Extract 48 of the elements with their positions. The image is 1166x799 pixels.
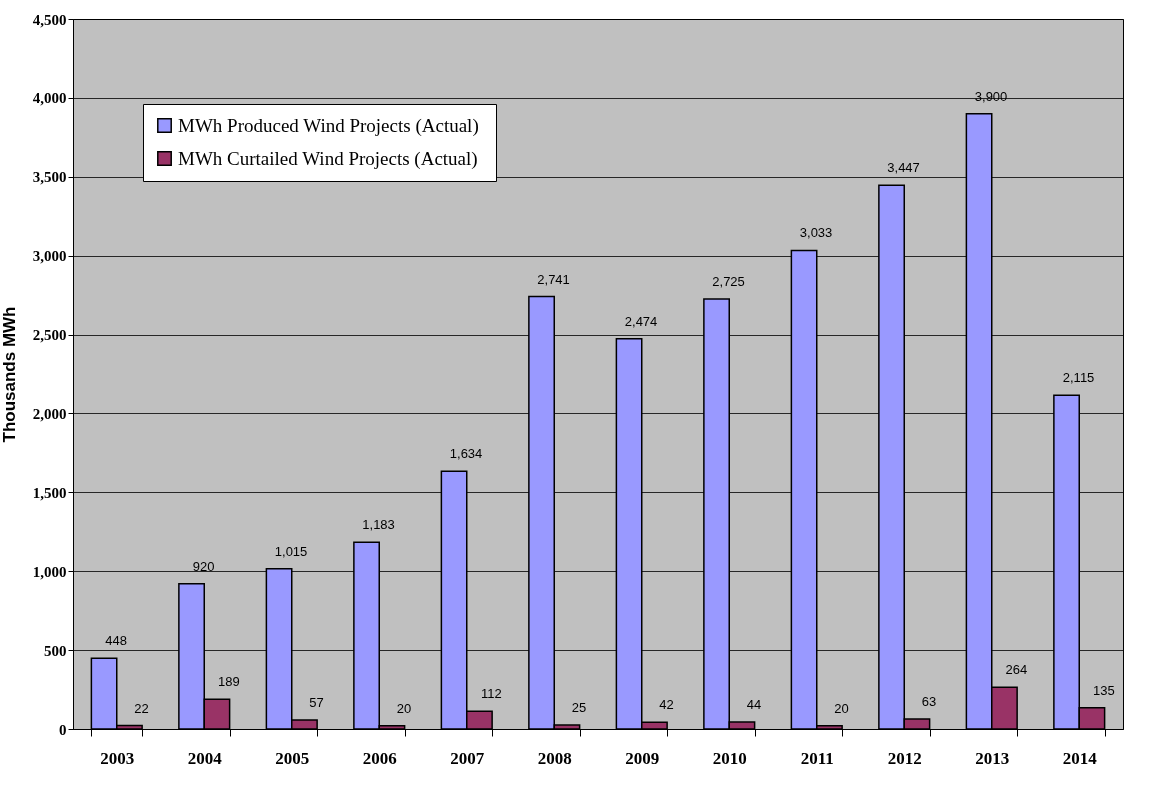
data-label: 1,015 [274,543,308,559]
data-label: 2,115 [1062,370,1095,386]
x-tick-label: 2012 [887,748,922,768]
x-tick-label: 2011 [800,748,834,768]
y-tick-label: 3,000 [32,248,67,265]
x-tick-label: 2009 [625,748,660,768]
y-tick-label: 0 [59,721,67,738]
y-tick-label: 4,500 [32,11,67,28]
data-label: 135 [1093,682,1115,698]
x-tick-label: 2007 [450,748,485,768]
y-tick-label: 1,500 [32,484,67,501]
data-label: 2,741 [537,271,570,287]
x-tick-label: 2014 [1062,748,1098,768]
data-label: 20 [396,700,412,716]
data-label: 42 [659,697,674,713]
x-tick-label: 2010 [712,748,747,768]
data-label: 448 [105,633,127,649]
data-label: 112 [481,686,502,702]
y-tick-label: 500 [44,642,67,659]
data-label: 3,447 [887,160,920,176]
data-label: 57 [309,695,324,711]
y-tick-label: 2,000 [32,405,67,422]
y-tick-label: 4,000 [32,90,67,107]
data-label: 1,634 [449,446,483,462]
x-tick-label: 2013 [975,748,1010,768]
y-tick-label: 2,500 [32,327,67,344]
x-tick-label: 2005 [275,748,310,768]
data-label: 264 [1005,662,1028,678]
data-label: 920 [192,558,215,574]
x-tick-label: 2008 [537,748,572,768]
x-tick-label: 2006 [362,748,397,768]
y-tick-label: 3,500 [32,169,67,186]
data-label: 25 [571,700,587,716]
x-tick-label: 2003 [100,748,135,768]
data-label: 1,183 [362,517,395,533]
data-label: 20 [834,700,849,716]
data-label: 44 [746,697,762,713]
data-label: 2,725 [712,274,745,290]
x-tick-label: 2004 [187,748,223,768]
y-tick-label: 1,000 [32,563,67,580]
data-label: 189 [218,674,240,690]
data-label: 22 [134,700,149,716]
legend-label: MWh Produced Wind Projects (Actual) [178,114,479,137]
y-axis-title: Thousands MWh [0,306,19,443]
data-label: 2,474 [624,313,658,329]
data-label: 63 [921,694,937,710]
legend-label: MWh Curtailed Wind Projects (Actual) [178,147,478,170]
data-label: 3,033 [799,225,833,241]
